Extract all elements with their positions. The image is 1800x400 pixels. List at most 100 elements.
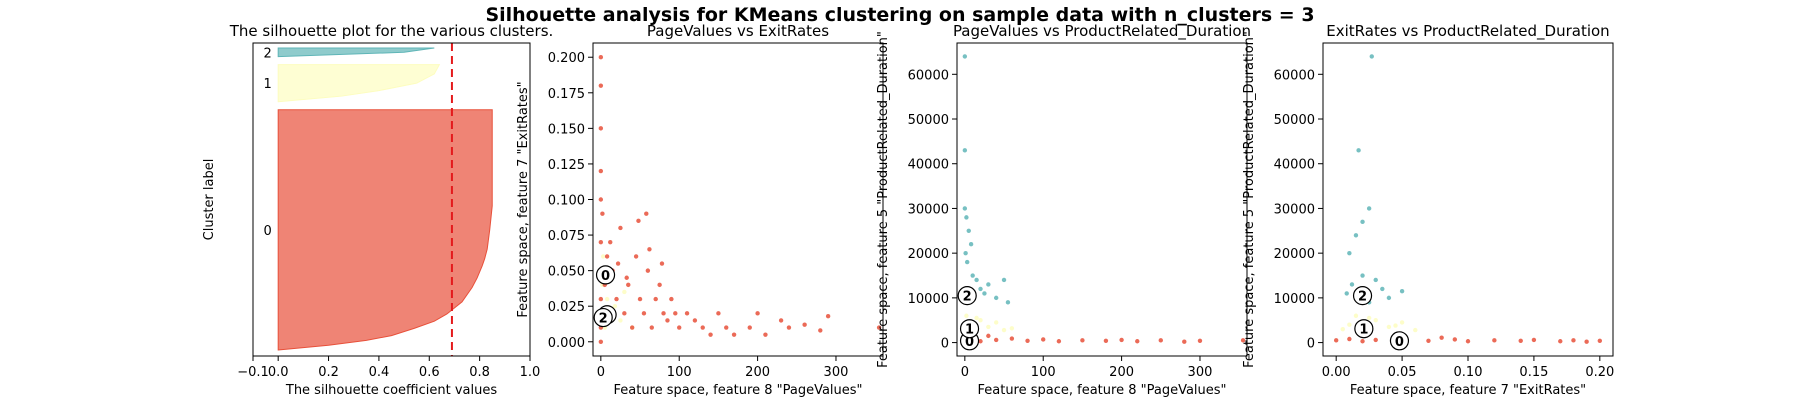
cluster-center-2 bbox=[1352, 286, 1373, 306]
data-point-cluster-0 bbox=[1119, 337, 1124, 343]
data-point-cluster-2 bbox=[963, 250, 968, 256]
data-point-cluster-1 bbox=[1399, 320, 1405, 325]
data-point-cluster-1 bbox=[978, 318, 983, 323]
data-point-cluster-0 bbox=[1009, 336, 1015, 341]
silhouette-xlabel: The silhouette coefficient values bbox=[285, 383, 497, 398]
data-point-cluster-0 bbox=[1056, 339, 1062, 344]
data-point-cluster-2 bbox=[964, 215, 969, 220]
data-point-cluster-0 bbox=[786, 325, 792, 330]
y-tick-label: 20000 bbox=[1274, 247, 1315, 262]
data-point-cluster-0 bbox=[755, 311, 760, 316]
data-point-cluster-0 bbox=[637, 296, 643, 302]
cluster-center-2 bbox=[957, 286, 977, 306]
data-point-cluster-0 bbox=[633, 254, 639, 259]
x-tick-label: 200 bbox=[745, 365, 770, 380]
data-point-cluster-0 bbox=[604, 254, 610, 259]
data-point-cluster-2 bbox=[1373, 277, 1378, 283]
data-point-cluster-0 bbox=[649, 325, 654, 330]
scatter-title: PageValues vs ExitRates bbox=[647, 22, 829, 40]
data-point-cluster-2 bbox=[1344, 291, 1349, 296]
y-tick-label: 0.125 bbox=[548, 158, 585, 173]
data-point-cluster-0 bbox=[677, 325, 682, 330]
x-tick-label: 300 bbox=[1188, 365, 1213, 380]
y-tick-label: 0.175 bbox=[548, 87, 585, 102]
data-point-cluster-0 bbox=[716, 311, 721, 316]
scatter-xlabel: Feature space, feature 7 "ExitRates" bbox=[1350, 383, 1586, 398]
cluster-center-label-2: 2 bbox=[963, 290, 972, 305]
y-tick-label: 30000 bbox=[908, 202, 949, 217]
data-point-cluster-0 bbox=[669, 296, 674, 302]
data-point-cluster-2 bbox=[1347, 250, 1352, 256]
x-tick-label: 0.8 bbox=[469, 365, 490, 380]
data-point-cluster-1 bbox=[1009, 326, 1015, 331]
data-point-cluster-0 bbox=[598, 197, 604, 202]
cluster-center-2 bbox=[593, 307, 613, 328]
data-point-cluster-1 bbox=[1340, 326, 1345, 332]
data-point-cluster-0 bbox=[1080, 338, 1085, 343]
data-point-cluster-2 bbox=[1349, 282, 1355, 287]
data-point-cluster-1 bbox=[1366, 315, 1372, 321]
silhouette-cluster-label-0: 0 bbox=[263, 224, 271, 239]
data-point-cluster-2 bbox=[968, 242, 974, 247]
data-point-cluster-0 bbox=[747, 325, 752, 330]
data-point-cluster-0 bbox=[802, 322, 807, 327]
data-point-cluster-2 bbox=[1360, 219, 1365, 225]
x-tick-label: 100 bbox=[1031, 365, 1056, 380]
data-point-cluster-2 bbox=[962, 54, 968, 59]
data-point-cluster-0 bbox=[600, 211, 605, 216]
data-point-cluster-2 bbox=[1366, 206, 1372, 211]
data-point-cluster-0 bbox=[1439, 335, 1444, 340]
data-point-cluster-2 bbox=[1356, 148, 1361, 153]
data-point-cluster-0 bbox=[692, 318, 698, 323]
data-point-cluster-0 bbox=[1197, 338, 1203, 343]
data-point-cluster-2 bbox=[1380, 286, 1385, 292]
x-tick-label: 0.05 bbox=[1388, 365, 1417, 380]
silhouette-panel: 0 1 2 −0.1 0.0 0.2 0.4 0.6 0.8 1.0 The silhouette … bbox=[202, 22, 553, 398]
data-point-cluster-0 bbox=[825, 313, 831, 319]
data-point-cluster-0 bbox=[1426, 338, 1431, 343]
data-point-cluster-0 bbox=[598, 239, 604, 245]
y-tick-label: 0.200 bbox=[548, 51, 585, 66]
data-point-cluster-0 bbox=[624, 275, 629, 280]
data-point-cluster-1 bbox=[1413, 327, 1418, 333]
x-tick-label: 0.20 bbox=[1585, 365, 1614, 380]
data-point-cluster-2 bbox=[982, 291, 987, 296]
data-point-cluster-0 bbox=[598, 296, 604, 302]
data-point-cluster-0 bbox=[731, 332, 737, 337]
data-point-cluster-0 bbox=[636, 218, 641, 224]
data-point-cluster-2 bbox=[970, 273, 975, 278]
data-point-cluster-0 bbox=[986, 333, 991, 339]
data-point-cluster-2 bbox=[1360, 273, 1365, 278]
y-tick-label: 40000 bbox=[908, 158, 949, 173]
data-point-cluster-0 bbox=[615, 261, 621, 266]
figure-suptitle: Silhouette analysis for KMeans clusterin… bbox=[485, 4, 1315, 26]
data-point-cluster-1 bbox=[986, 324, 991, 330]
data-point-cluster-0 bbox=[1492, 338, 1497, 343]
data-point-cluster-2 bbox=[962, 148, 968, 153]
data-point-cluster-0 bbox=[1158, 338, 1163, 343]
cluster-center-label-2: 2 bbox=[599, 312, 608, 327]
data-point-cluster-0 bbox=[1597, 338, 1603, 343]
y-tick-label: 0.050 bbox=[548, 265, 585, 280]
cluster-center-label-2: 2 bbox=[1358, 290, 1367, 305]
plot-frame bbox=[1322, 42, 1614, 357]
data-point-cluster-0 bbox=[644, 211, 649, 216]
x-tick-label: 0.2 bbox=[318, 365, 339, 380]
data-point-cluster-1 bbox=[993, 320, 999, 325]
data-point-cluster-2 bbox=[1399, 288, 1405, 294]
data-point-cluster-2 bbox=[978, 286, 983, 292]
data-point-cluster-0 bbox=[818, 328, 823, 333]
data-point-cluster-0 bbox=[598, 83, 604, 88]
x-tick-label: 300 bbox=[824, 365, 849, 380]
data-point-cluster-2 bbox=[966, 228, 971, 233]
cluster-center-label-0: 0 bbox=[601, 269, 610, 284]
data-point-cluster-2 bbox=[993, 295, 999, 301]
data-point-cluster-1 bbox=[604, 296, 610, 302]
cluster-center-label-1: 1 bbox=[1359, 323, 1368, 338]
cluster-center-label-0: 0 bbox=[965, 335, 974, 350]
y-tick-label: 0 bbox=[1307, 337, 1315, 352]
data-point-cluster-1 bbox=[1347, 322, 1352, 327]
y-tick-label: 60000 bbox=[908, 68, 949, 83]
